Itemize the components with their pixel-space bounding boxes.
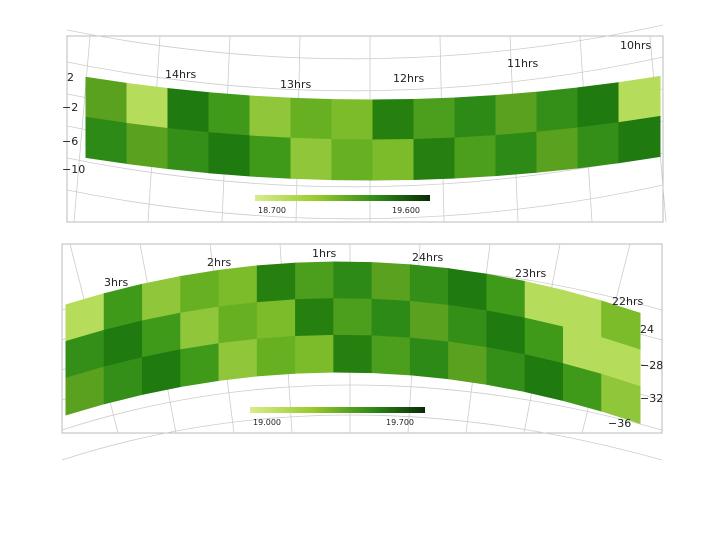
- dec-label: 2: [67, 71, 74, 84]
- survey-tile: [333, 261, 373, 300]
- hour-label: 12hrs: [393, 72, 424, 85]
- survey-tile: [331, 99, 374, 141]
- survey-tile: [577, 122, 620, 169]
- hour-label: 24hrs: [412, 251, 443, 264]
- hour-label: 11hrs: [507, 57, 538, 70]
- hour-label: 22hrs: [612, 295, 643, 308]
- survey-tile: [413, 137, 456, 180]
- colorbar-label: 18.700: [258, 206, 286, 215]
- survey-tile: [618, 75, 661, 124]
- survey-tile: [180, 343, 220, 388]
- dec-label: −10: [62, 163, 85, 176]
- grid-line: [66, 24, 664, 60]
- survey-tile: [536, 87, 579, 133]
- survey-tile: [256, 335, 297, 377]
- survey-tile: [249, 95, 292, 139]
- grid-line: [61, 414, 663, 461]
- grid-line: [66, 184, 664, 220]
- survey-tile: [290, 137, 333, 181]
- survey-tile: [371, 262, 411, 303]
- hour-label: 1hrs: [312, 247, 336, 260]
- survey-tile: [142, 349, 182, 395]
- survey-tile: [495, 131, 538, 177]
- survey-tile: [208, 92, 251, 137]
- survey-tile: [409, 264, 450, 306]
- survey-tile: [167, 88, 210, 134]
- colorbar-label: 19.000: [253, 418, 281, 427]
- survey-tile: [409, 300, 450, 343]
- hour-label: 23hrs: [515, 267, 546, 280]
- hour-label: 13hrs: [280, 78, 311, 91]
- survey-tile: [85, 76, 128, 125]
- survey-tile: [371, 335, 411, 376]
- survey-tile: [454, 135, 497, 179]
- colorbar: [250, 407, 425, 413]
- survey-tile: [256, 262, 297, 304]
- grid-line: [61, 384, 663, 431]
- survey-tile: [409, 337, 450, 380]
- survey-tile: [126, 82, 169, 130]
- survey-tile: [290, 97, 333, 141]
- survey-tile: [295, 334, 335, 374]
- hour-label: 14hrs: [165, 68, 196, 81]
- survey-tile: [208, 132, 251, 177]
- hour-label: 10hrs: [620, 39, 651, 52]
- colorbar-label: 19.700: [386, 418, 414, 427]
- survey-tile: [601, 373, 641, 424]
- survey-tile: [448, 268, 488, 312]
- survey-tile: [495, 91, 538, 137]
- survey-tile: [577, 82, 620, 129]
- survey-tile: [372, 138, 415, 181]
- survey-tile: [618, 115, 661, 164]
- survey-tile: [448, 304, 488, 349]
- survey-tile: [180, 269, 220, 314]
- survey-tile: [167, 128, 210, 174]
- grid-line: [73, 35, 91, 223]
- survey-tile: [218, 302, 258, 345]
- survey-tile: [536, 127, 579, 173]
- survey-tile: [371, 298, 411, 339]
- dec-label: −6: [62, 135, 78, 148]
- dec-label: 24: [640, 323, 654, 336]
- hour-label: 2hrs: [207, 256, 231, 269]
- survey-tile: [448, 341, 488, 385]
- dec-label: −2: [62, 101, 78, 114]
- survey-tile: [333, 298, 373, 337]
- survey-tile: [372, 98, 415, 141]
- dec-label: −32: [640, 392, 663, 405]
- survey-tile: [218, 265, 258, 308]
- survey-tile: [295, 298, 335, 337]
- survey-tile: [249, 135, 292, 179]
- survey-tile: [454, 95, 497, 139]
- dec-label: −28: [640, 359, 663, 372]
- colorbar-label: 19.600: [392, 206, 420, 215]
- survey-tile: [126, 122, 169, 170]
- grid-line: [66, 152, 664, 188]
- survey-tile: [331, 139, 374, 181]
- survey-tile: [413, 97, 456, 140]
- grid-line: [66, 56, 664, 92]
- dec-label: −36: [608, 417, 631, 430]
- survey-tile: [486, 347, 526, 393]
- survey-tile: [333, 334, 373, 374]
- survey-tile: [295, 261, 335, 301]
- survey-tile: [218, 338, 258, 381]
- survey-tile: [256, 299, 297, 340]
- hour-label: 3hrs: [104, 276, 128, 289]
- colorbar: [255, 195, 430, 201]
- survey-tile: [85, 116, 128, 165]
- survey-tile: [180, 306, 220, 351]
